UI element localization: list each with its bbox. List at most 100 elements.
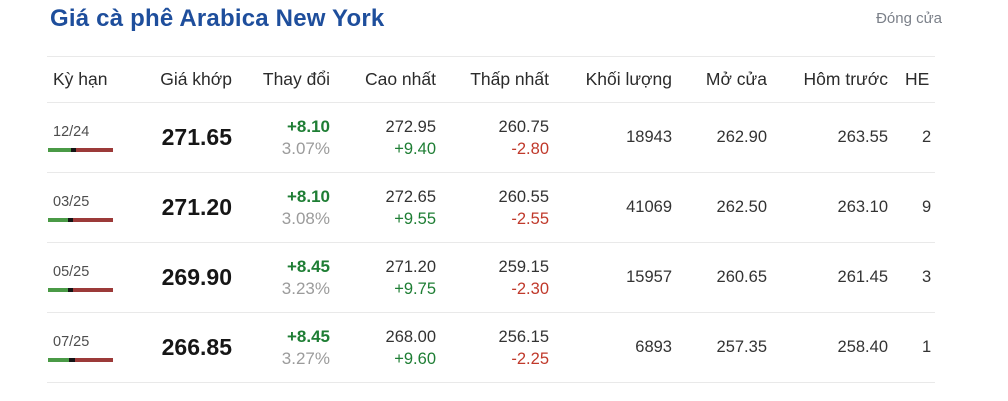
change-percent: 3.23% — [281, 278, 330, 298]
low-change: -2.55 — [511, 209, 549, 228]
volume: 15957 — [549, 242, 672, 313]
table-row: 07/25 266.85 +8.45 3.27% 268.00 — [47, 312, 935, 383]
col-header-term: Kỳ hạn — [47, 56, 132, 103]
low-cell: 260.75 -2.80 — [436, 102, 549, 173]
low-change: -2.80 — [511, 139, 549, 158]
high-cell: 272.65 +9.55 — [330, 172, 436, 243]
high-value: 271.20 — [385, 257, 436, 276]
range-bar-marker — [68, 288, 74, 292]
term-label: 07/25 — [53, 334, 90, 350]
prev-close: 258.40 — [767, 312, 888, 383]
day-range-bar — [48, 218, 113, 222]
high-value: 268.00 — [385, 327, 436, 346]
col-header-clipped: HE — [888, 56, 935, 103]
high-change: +9.60 — [394, 349, 436, 368]
col-header-change: Thay đổi — [232, 56, 330, 103]
range-bar-red-segment — [75, 148, 113, 152]
volume: 6893 — [549, 312, 672, 383]
term-label: 03/25 — [53, 194, 90, 210]
range-bar-red-segment — [73, 218, 113, 222]
last-price: 266.85 — [132, 312, 232, 383]
change-percent: 3.08% — [281, 208, 330, 228]
col-header-volume: Khối lượng — [549, 56, 672, 103]
change-value: +8.45 — [286, 256, 330, 276]
high-change: +9.75 — [394, 279, 436, 298]
price-table: Kỳ hạn Giá khớp Thay đổi Cao nhất Thấp n… — [47, 56, 935, 383]
term-cell: 12/24 — [47, 102, 132, 173]
page-title: Giá cà phê Arabica New York — [50, 5, 385, 32]
table-row: 05/25 269.90 +8.45 3.23% 271.20 — [47, 242, 935, 313]
term-cell: 05/25 — [47, 242, 132, 313]
term-cell: 03/25 — [47, 172, 132, 243]
change-cell: +8.45 3.27% — [232, 312, 330, 383]
term-label: 05/25 — [53, 264, 90, 280]
range-bar-marker — [69, 358, 75, 362]
day-range-bar — [48, 148, 113, 152]
term-cell: 07/25 — [47, 312, 132, 383]
col-header-open: Mở cửa — [672, 56, 767, 103]
low-change: -2.30 — [511, 279, 549, 298]
range-bar-red-segment — [74, 358, 113, 362]
low-cell: 259.15 -2.30 — [436, 242, 549, 313]
low-value: 260.55 — [498, 187, 549, 206]
change-cell: +8.10 3.07% — [232, 102, 330, 173]
high-cell: 272.95 +9.40 — [330, 102, 436, 173]
open-price: 260.65 — [672, 242, 767, 313]
table-row: 12/24 271.65 +8.10 3.07% 272.95 — [47, 102, 935, 173]
change-cell: +8.10 3.08% — [232, 172, 330, 243]
change-cell: +8.45 3.23% — [232, 242, 330, 313]
last-price: 269.90 — [132, 242, 232, 313]
range-bar-red-segment — [73, 288, 113, 292]
widget-header: Giá cà phê Arabica New York Đóng cửa — [0, 0, 1008, 33]
day-range-bar — [48, 288, 113, 292]
high-value: 272.95 — [385, 117, 436, 136]
clipped-column-value: 2 — [888, 102, 935, 173]
day-range-bar — [48, 358, 113, 362]
open-price: 262.90 — [672, 102, 767, 173]
range-bar-marker — [70, 148, 76, 152]
high-value: 272.65 — [385, 187, 436, 206]
low-value: 259.15 — [498, 257, 549, 276]
open-price: 257.35 — [672, 312, 767, 383]
close-column-label: Đóng cửa — [876, 10, 942, 27]
term-label: 12/24 — [53, 124, 90, 140]
prev-close: 263.55 — [767, 102, 888, 173]
volume: 18943 — [549, 102, 672, 173]
last-price: 271.65 — [132, 102, 232, 173]
change-value: +8.10 — [286, 116, 330, 136]
table-header-row: Kỳ hạn Giá khớp Thay đổi Cao nhất Thấp n… — [47, 56, 935, 103]
clipped-column-value: 9 — [888, 172, 935, 243]
volume: 41069 — [549, 172, 672, 243]
open-price: 262.50 — [672, 172, 767, 243]
range-bar-green-segment — [48, 358, 70, 362]
low-change: -2.25 — [511, 349, 549, 368]
high-cell: 271.20 +9.75 — [330, 242, 436, 313]
change-percent: 3.07% — [281, 138, 330, 158]
col-header-high: Cao nhất — [330, 56, 436, 103]
clipped-column-value: 3 — [888, 242, 935, 313]
range-bar-green-segment — [48, 288, 69, 292]
col-header-last-price: Giá khớp — [132, 56, 232, 103]
range-bar-marker — [68, 218, 74, 222]
price-table-scroll-container[interactable]: Kỳ hạn Giá khớp Thay đổi Cao nhất Thấp n… — [47, 56, 935, 383]
clipped-column-value: 1 — [888, 312, 935, 383]
prev-close: 263.10 — [767, 172, 888, 243]
change-value: +8.10 — [286, 186, 330, 206]
col-header-prev-close: Hôm trước — [767, 56, 888, 103]
high-change: +9.40 — [394, 139, 436, 158]
low-value: 260.75 — [498, 117, 549, 136]
range-bar-green-segment — [48, 148, 71, 152]
change-percent: 3.27% — [281, 348, 330, 368]
low-cell: 260.55 -2.55 — [436, 172, 549, 243]
low-value: 256.15 — [498, 327, 549, 346]
range-bar-green-segment — [48, 218, 69, 222]
prev-close: 261.45 — [767, 242, 888, 313]
last-price: 271.20 — [132, 172, 232, 243]
table-row: 03/25 271.20 +8.10 3.08% 272.65 — [47, 172, 935, 243]
high-cell: 268.00 +9.60 — [330, 312, 436, 383]
high-change: +9.55 — [394, 209, 436, 228]
col-header-low: Thấp nhất — [436, 56, 549, 103]
low-cell: 256.15 -2.25 — [436, 312, 549, 383]
change-value: +8.45 — [286, 326, 330, 346]
